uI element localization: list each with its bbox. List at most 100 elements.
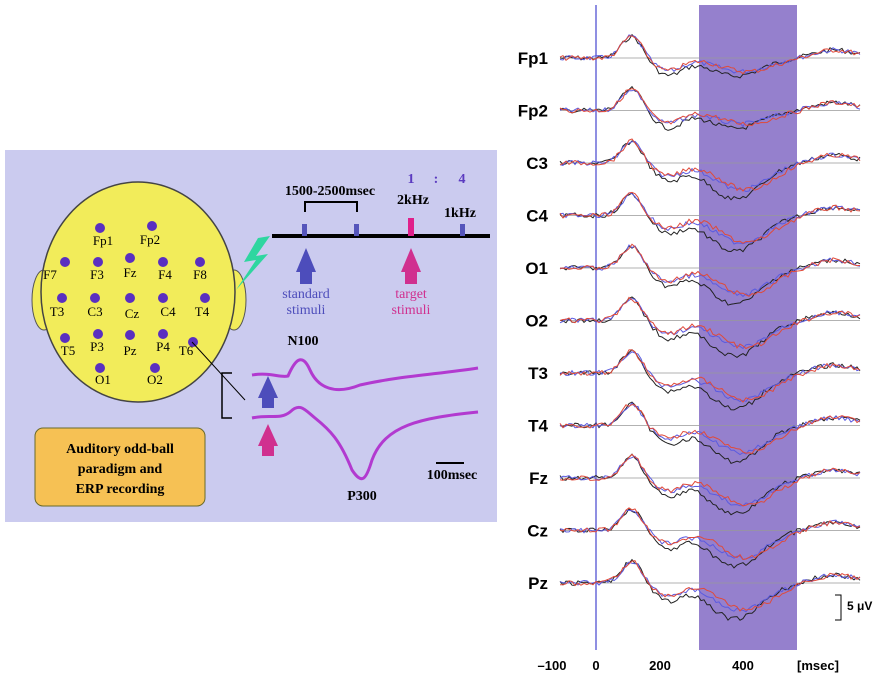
channel-label: T3 (528, 364, 548, 383)
interval-label: 1500-2500msec (285, 184, 375, 199)
channel-label: O2 (525, 312, 548, 331)
stimulus-tick (302, 224, 307, 236)
x-axis-label: [msec] (797, 658, 839, 673)
caption: Auditory odd-ball (66, 442, 174, 457)
ratio: 1 (408, 172, 415, 187)
erp-trace (559, 297, 861, 350)
x-axis-label: 0 (592, 658, 599, 673)
amp-scale-bar (835, 594, 842, 621)
channel-label: C4 (526, 207, 548, 226)
erp-trace (559, 89, 861, 128)
stimulus-tick (354, 224, 359, 236)
erp-trace (559, 34, 861, 74)
electrode (125, 253, 135, 263)
erp-trace (559, 35, 861, 75)
arrow (258, 424, 278, 456)
erp-trace (559, 192, 861, 245)
electrode (90, 293, 100, 303)
electrode-label: T4 (195, 304, 210, 319)
electrode (95, 223, 105, 233)
caption: paradigm and (78, 462, 163, 477)
electrode-label: T5 (61, 343, 75, 358)
head (40, 181, 236, 403)
bracket (221, 372, 232, 419)
electrode (57, 293, 67, 303)
electrode-label: P4 (156, 339, 170, 354)
arrow (258, 376, 278, 408)
electrode-label: C3 (87, 304, 102, 319)
paradigm-panel: Fp1 Fp2 F7 F3 Fz F4 F8 T3 C3 Cz C4 T4 T5 P3 Pz P4 T6 O1 O2… (5, 150, 497, 522)
p300-label: P300 (347, 489, 377, 504)
electrode-label: F4 (158, 267, 172, 282)
electrode-label: F7 (43, 267, 57, 282)
standard-label: stimuli (287, 303, 326, 318)
electrode (158, 329, 168, 339)
electrode-label: Pz (124, 343, 137, 358)
amp-scale-label: 5 μV (847, 599, 872, 613)
electrode-label: O1 (95, 372, 111, 387)
electrode-label: Fp1 (93, 233, 113, 248)
stimulus-tick (408, 218, 414, 236)
channel-label: Fp2 (518, 102, 548, 121)
electrode (93, 257, 103, 267)
erp-trace (559, 296, 861, 359)
erp-trace (559, 402, 861, 456)
connector (191, 341, 246, 401)
channel-label: O1 (525, 259, 548, 278)
electrode-label: P3 (90, 339, 104, 354)
erp-standard (251, 358, 479, 392)
caption: ERP recording (76, 482, 165, 497)
electrode (60, 257, 70, 267)
electrode (195, 257, 205, 267)
erp-trace (559, 404, 861, 455)
paradigm-text: 1500-2500msec 1 : 4 2kHz 1kHz standard s… (66, 172, 477, 504)
electrode (95, 363, 105, 373)
stimulus-tick (460, 224, 465, 236)
electrode (158, 257, 168, 267)
electrode-label: F3 (90, 267, 104, 282)
time-scale-label: 100msec (427, 468, 478, 483)
erp-trace (559, 453, 861, 507)
ratio: 4 (459, 172, 466, 187)
electrode-label: C4 (160, 304, 176, 319)
electrode (188, 337, 198, 347)
sound-icon (236, 236, 270, 290)
erp-trace (559, 507, 861, 560)
ratio: : (434, 172, 439, 187)
electrode (60, 333, 70, 343)
target-freq: 2kHz (397, 193, 429, 208)
x-axis-label: 400 (732, 658, 754, 673)
electrode-label: Cz (125, 306, 140, 321)
erp-trace (559, 560, 861, 612)
target-label: stimuli (392, 303, 431, 318)
erp-trace (559, 296, 861, 350)
electrode-label: Fz (124, 265, 137, 280)
erp-trace (559, 349, 861, 403)
erp-trace (559, 509, 861, 561)
caption-box (34, 427, 206, 507)
electrode-label: F8 (193, 267, 207, 282)
electrode (147, 221, 157, 231)
erp-panel: Fp1 Fp2 C3 C4 O1 O2 T3 T4 Fz Cz Pz 5 μV –100 0 200 40… (518, 5, 872, 673)
erp-trace (559, 243, 861, 297)
erp-trace (559, 138, 861, 192)
electrode (93, 329, 103, 339)
standard-freq: 1kHz (444, 206, 476, 221)
channel-label: T4 (528, 417, 548, 436)
erp-trace (559, 191, 861, 244)
arrow (401, 248, 421, 284)
arrow (296, 248, 316, 284)
channel-label: Pz (528, 574, 548, 593)
erp-target (251, 405, 479, 481)
electrode-label: T3 (50, 304, 64, 319)
x-axis-label: –100 (538, 658, 567, 673)
erp-trace (559, 88, 861, 127)
electrode-label: Fp2 (140, 232, 160, 247)
channel-label: Fz (529, 469, 548, 488)
n100-label: N100 (287, 334, 318, 349)
interval-bracket (304, 201, 358, 212)
channel-label: Fp1 (518, 49, 548, 68)
electrode-label: T6 (179, 343, 194, 358)
electrode (200, 293, 210, 303)
